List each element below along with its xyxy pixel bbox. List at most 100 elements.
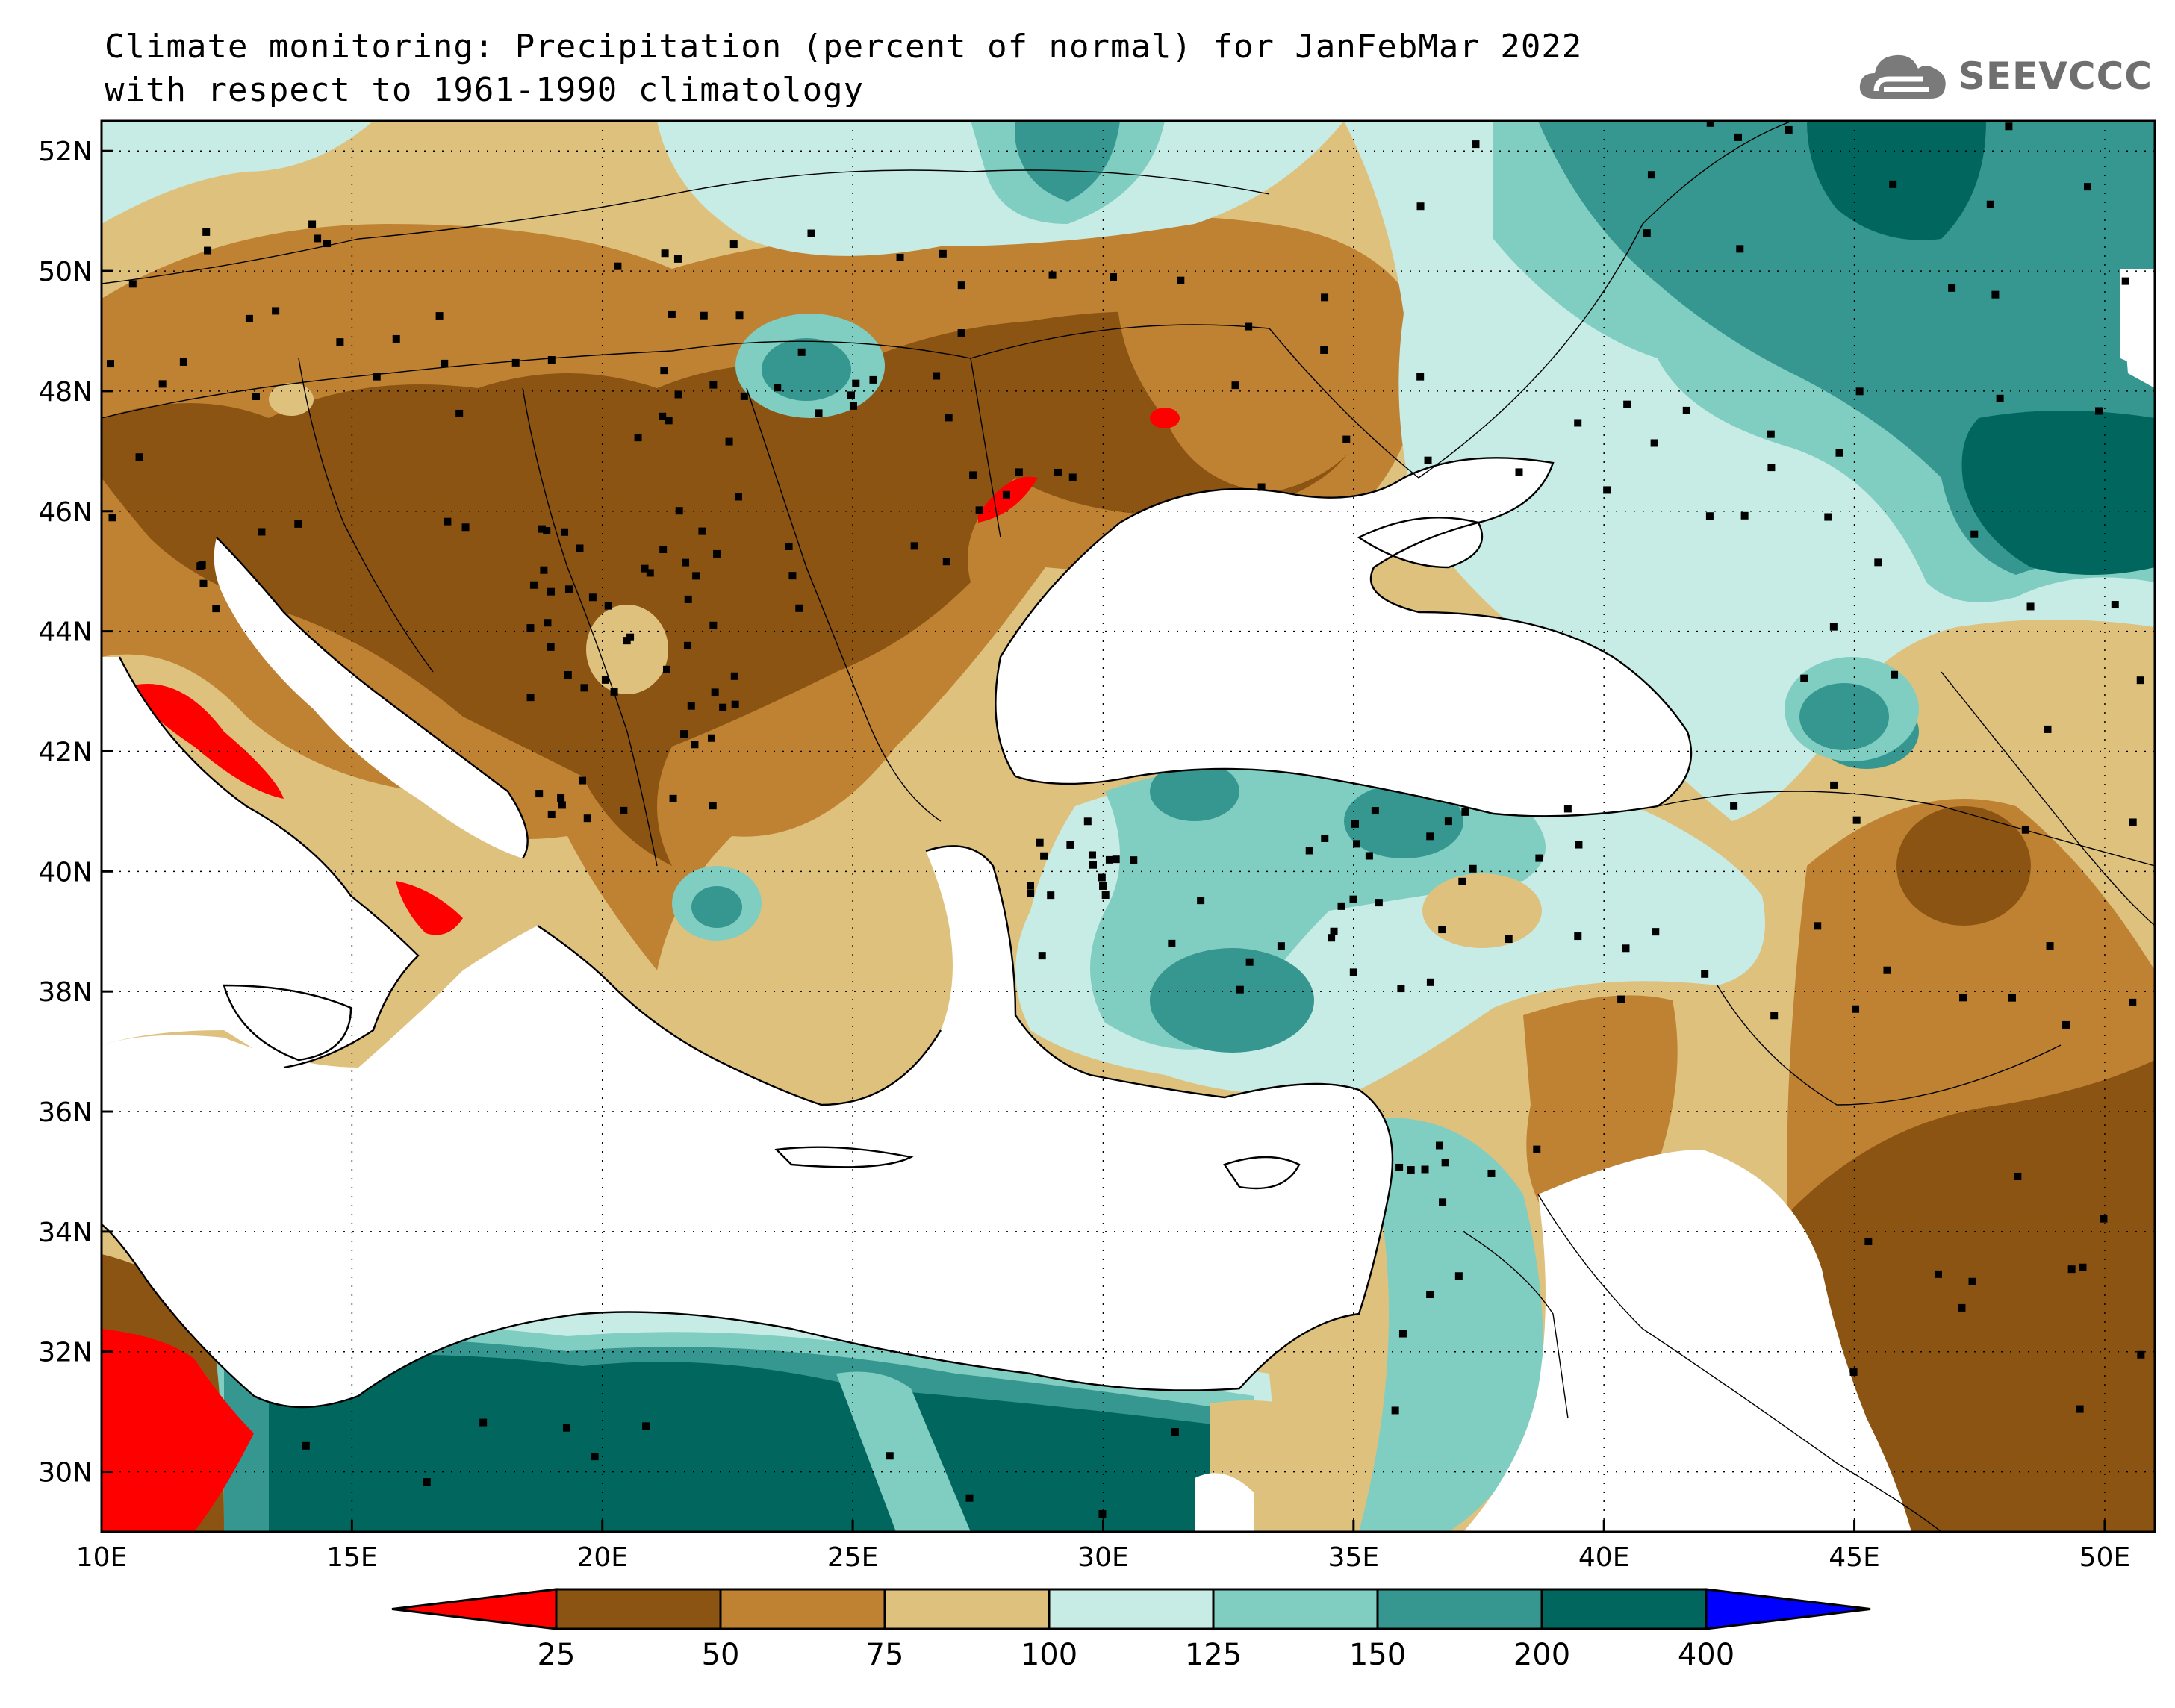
station-marker — [423, 1478, 431, 1486]
station-marker — [108, 514, 116, 522]
lon-tick-label: 10E — [76, 1542, 128, 1573]
station-marker — [1337, 902, 1345, 910]
station-dots — [107, 121, 2145, 1518]
colorbar-label: 100 — [1021, 1638, 1077, 1672]
station-marker — [1970, 530, 1979, 538]
station-marker — [1036, 838, 1044, 847]
station-marker — [620, 806, 628, 814]
station-marker — [1575, 841, 1583, 849]
station-marker — [1236, 985, 1244, 994]
station-marker — [1047, 891, 1055, 900]
station-marker — [957, 281, 965, 290]
colorbar-segment — [719, 1588, 886, 1630]
station-marker — [711, 688, 719, 696]
station-marker — [700, 311, 708, 320]
station-marker — [1617, 995, 1625, 1003]
station-marker — [511, 358, 520, 367]
station-marker — [1426, 1290, 1434, 1298]
lat-tick-label: 48N — [38, 377, 93, 408]
station-marker — [1130, 856, 1138, 864]
station-marker — [1424, 456, 1432, 464]
station-marker — [2076, 1405, 2084, 1413]
station-marker — [2044, 725, 2052, 733]
station-marker — [1177, 276, 1185, 284]
station-marker — [1349, 968, 1357, 976]
cloud-icon — [1859, 54, 1946, 99]
station-marker — [730, 672, 738, 680]
station-marker — [669, 794, 677, 802]
station-marker — [1535, 854, 1543, 862]
station-marker — [1391, 1406, 1399, 1415]
station-marker — [682, 558, 690, 567]
station-marker — [2026, 602, 2035, 611]
lat-tick-label: 40N — [38, 857, 93, 888]
field-poland-150-200 — [1015, 121, 1120, 202]
station-marker — [2121, 277, 2129, 285]
station-marker — [1734, 133, 1743, 141]
station-marker — [547, 356, 556, 364]
station-marker — [557, 794, 565, 802]
station-marker — [957, 329, 965, 337]
station-marker — [939, 249, 947, 258]
station-marker — [1351, 820, 1359, 828]
colorbar-segment — [1540, 1588, 1708, 1630]
station-marker — [1701, 970, 1709, 978]
station-marker — [660, 367, 668, 375]
station-marker — [1040, 852, 1048, 860]
station-marker — [1320, 346, 1328, 354]
station-marker — [735, 311, 744, 320]
station-marker — [1441, 1159, 1449, 1167]
station-marker — [558, 801, 566, 809]
station-marker — [1643, 229, 1651, 237]
station-marker — [1461, 808, 1469, 816]
station-marker — [2094, 407, 2103, 415]
station-marker — [258, 528, 266, 536]
station-marker — [576, 544, 584, 552]
station-marker — [2046, 942, 2054, 950]
station-marker — [1574, 419, 1582, 427]
map-field — [102, 121, 2155, 1532]
station-marker — [1439, 1198, 1447, 1206]
station-marker — [1563, 805, 1572, 813]
station-marker — [1305, 847, 1313, 855]
lon-tick-label: 50E — [2079, 1542, 2131, 1573]
station-marker — [1048, 271, 1057, 279]
station-marker — [538, 525, 546, 533]
station-marker — [1371, 807, 1379, 815]
field-austria-light — [269, 383, 314, 416]
station-marker — [1986, 200, 1994, 208]
station-marker — [1257, 483, 1266, 491]
field-central-turkey-150-200 — [1150, 948, 1314, 1053]
station-marker — [1767, 430, 1775, 438]
station-marker — [1824, 513, 1832, 521]
lon-tick-label: 45E — [1829, 1542, 1880, 1573]
station-marker — [707, 734, 715, 742]
station-marker — [2083, 183, 2091, 191]
station-marker — [795, 604, 803, 612]
land-egypt-mask — [1195, 1473, 1254, 1532]
station-marker — [1968, 1277, 1976, 1285]
station-marker — [1231, 381, 1239, 390]
station-marker — [1098, 873, 1106, 882]
station-marker — [1603, 486, 1611, 494]
field-calabria-red — [396, 881, 463, 935]
station-marker — [196, 562, 205, 570]
station-marker — [614, 262, 622, 270]
field-georgia-150-200-core — [1799, 683, 1889, 750]
station-marker — [2005, 122, 2013, 131]
station-marker — [1101, 891, 1110, 899]
station-marker — [1416, 202, 1425, 211]
station-marker — [729, 240, 738, 249]
colorbar-high-arrow — [1705, 1588, 1871, 1630]
station-marker — [1330, 927, 1338, 935]
station-marker — [455, 409, 464, 417]
station-marker — [1505, 935, 1513, 944]
station-marker — [1038, 952, 1046, 960]
station-marker — [815, 409, 823, 417]
station-marker — [1098, 1510, 1107, 1518]
lon-tick-label: 35E — [1328, 1542, 1380, 1573]
field-mesopotamia-50-25 — [1792, 1060, 2155, 1532]
station-marker — [543, 527, 551, 535]
station-marker — [1027, 889, 1035, 897]
field-east-200-400 — [1807, 121, 1986, 240]
